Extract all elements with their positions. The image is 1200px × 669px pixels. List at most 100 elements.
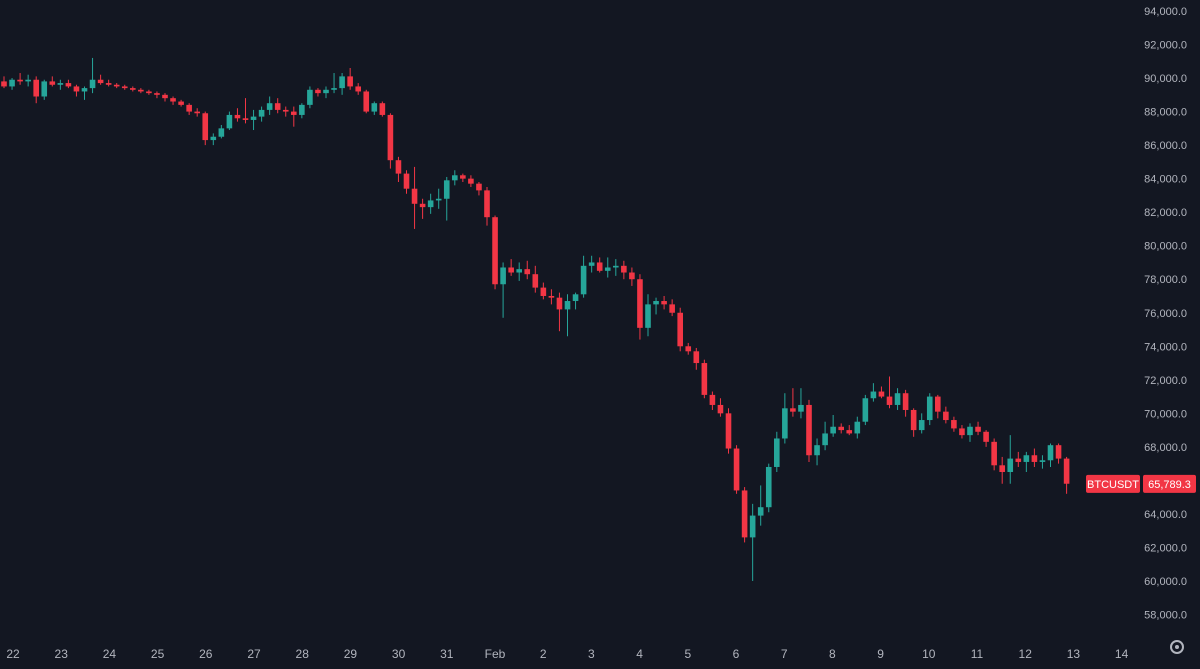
candle-body — [419, 203, 426, 208]
candle — [604, 257, 611, 278]
candle — [25, 74, 31, 87]
candle-body — [741, 490, 748, 538]
candle — [741, 487, 748, 543]
candle — [1015, 451, 1022, 467]
candle-body — [194, 111, 200, 114]
candle — [637, 274, 643, 340]
candle-body — [387, 114, 394, 161]
candle-body — [926, 396, 933, 421]
candle-body — [130, 88, 136, 90]
candle — [339, 73, 345, 95]
candle-body — [717, 404, 724, 414]
candle-body — [580, 265, 587, 295]
candle — [943, 406, 949, 424]
candle-body — [97, 79, 104, 84]
candle — [959, 425, 965, 439]
candle-body — [894, 393, 901, 405]
candle — [363, 89, 370, 114]
candle — [218, 124, 225, 139]
candle — [17, 73, 23, 85]
candle — [33, 76, 39, 104]
candle — [967, 423, 973, 442]
candle — [1055, 443, 1062, 464]
candle-body — [347, 76, 353, 87]
candle — [500, 262, 506, 318]
price-tick-label: 88,000.0 — [1144, 107, 1187, 119]
candle-body — [395, 160, 402, 174]
time-axis[interactable]: 22 23 24 25 26 27 28 29 30 31 Feb 2 3 4 5 6 7 8 9 10 11 12 13 1… — [6, 647, 1128, 661]
candle — [548, 289, 555, 305]
date-tick-label: 2 — [540, 647, 547, 661]
price-tick-label: 86,000.0 — [1144, 140, 1187, 152]
candle-body — [468, 178, 474, 184]
symbol-label: BTCUSDT — [1087, 479, 1139, 491]
candle-body — [339, 76, 345, 89]
candle — [524, 260, 531, 280]
candle — [878, 386, 885, 399]
candle-body — [604, 267, 611, 271]
candle — [476, 181, 482, 196]
candle — [427, 193, 434, 214]
price-tick-label: 90,000.0 — [1144, 73, 1187, 85]
candle-body — [645, 304, 651, 328]
candle-body — [315, 89, 321, 94]
candle-body — [403, 173, 410, 189]
candle-body — [57, 83, 64, 85]
price-tick-label: 74,000.0 — [1144, 341, 1187, 353]
candle — [580, 255, 587, 298]
candle — [838, 423, 844, 434]
candle — [242, 98, 249, 124]
candle-body — [121, 86, 128, 89]
date-tick-label: 30 — [392, 647, 406, 661]
date-tick-label: 28 — [296, 647, 310, 661]
price-tick-label: 82,000.0 — [1144, 207, 1187, 219]
price-tick-label: 68,000.0 — [1144, 442, 1187, 454]
price-tick-label: 92,000.0 — [1144, 40, 1187, 52]
date-tick-label: 27 — [247, 647, 261, 661]
candle — [492, 215, 498, 290]
candle — [250, 109, 257, 131]
candle-body — [830, 426, 836, 434]
candle — [629, 267, 635, 286]
candle-body — [452, 175, 458, 181]
candle — [1047, 443, 1054, 467]
candle-body — [202, 113, 209, 141]
candle-body — [218, 128, 225, 137]
price-axis[interactable]: 94,000.0 92,000.0 90,000.0 88,000.0 86,000.0… — [1144, 6, 1187, 622]
candle — [419, 198, 426, 219]
date-tick-label: 12 — [1019, 647, 1033, 661]
candle-body — [765, 466, 772, 508]
candle — [258, 106, 265, 122]
candle-body — [870, 391, 877, 399]
candles-layer — [1, 57, 1070, 581]
candle-body — [910, 409, 917, 431]
date-tick-label: 25 — [151, 647, 165, 661]
date-tick-label: 5 — [684, 647, 691, 661]
candle — [411, 166, 418, 229]
candle — [41, 79, 48, 100]
price-tick-label: 70,000.0 — [1144, 408, 1187, 420]
candle-body — [113, 84, 120, 87]
date-tick-label: 7 — [781, 647, 788, 661]
candle — [170, 96, 176, 105]
price-tick-label: 72,000.0 — [1144, 375, 1187, 387]
candle — [798, 388, 804, 419]
price-tick-label: 64,000.0 — [1144, 509, 1187, 521]
candle — [443, 176, 450, 221]
candle — [146, 89, 152, 95]
candle-body — [226, 114, 233, 129]
candle-body — [661, 301, 667, 305]
candle — [854, 416, 861, 439]
price-tick-label: 80,000.0 — [1144, 241, 1187, 253]
candle — [846, 425, 853, 436]
candle — [105, 79, 112, 87]
candle — [516, 262, 522, 281]
gear-icon[interactable] — [1170, 640, 1184, 654]
candle-body — [693, 351, 700, 364]
candle-body — [250, 116, 257, 120]
date-tick-label: 6 — [733, 647, 740, 661]
candle — [588, 255, 595, 273]
candle-body — [725, 413, 732, 449]
